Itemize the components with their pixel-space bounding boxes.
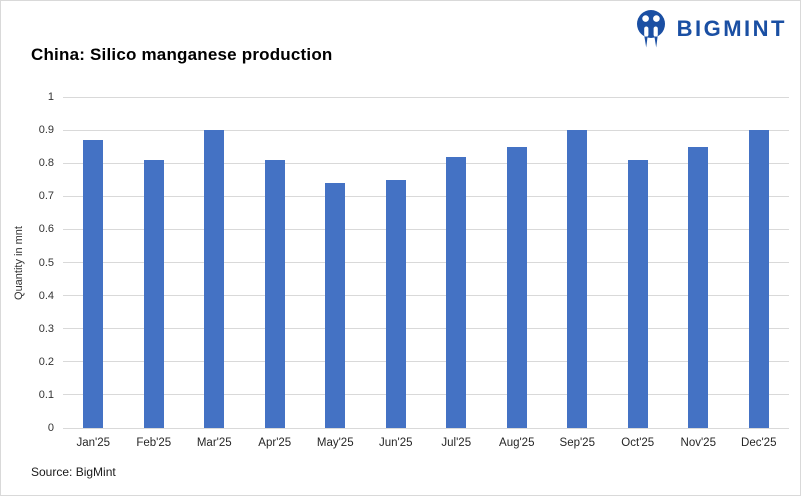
y-tick-label: 0.1 <box>38 388 54 401</box>
y-axis-title: Quantity in mnt <box>13 225 25 300</box>
gridline <box>63 129 789 131</box>
x-tick-label: Aug'25 <box>499 437 535 449</box>
x-tick-label: Jul'25 <box>441 437 472 449</box>
gridline <box>63 96 789 98</box>
x-tick-label: Jun'25 <box>378 437 413 449</box>
gridline <box>63 328 789 330</box>
chart-bar-Mar'25 <box>204 130 225 428</box>
chart-bar-Apr'25 <box>264 159 285 428</box>
x-tick-label: Jan'25 <box>76 437 111 449</box>
gridline <box>63 162 789 164</box>
source-note: Source: BigMint <box>31 465 116 479</box>
y-tick-label: 0.6 <box>38 223 54 236</box>
x-tick-label: Feb'25 <box>136 437 172 449</box>
gridline <box>63 195 789 197</box>
x-tick-label: Nov'25 <box>680 437 716 449</box>
chart-bar-May'25 <box>325 183 346 428</box>
y-tick-label: 0.4 <box>38 289 54 302</box>
chart-bar-Aug'25 <box>506 146 527 428</box>
chart-title: China: Silico manganese production <box>31 45 333 64</box>
chart-bar-Oct'25 <box>627 159 648 428</box>
y-tick-label: 0.3 <box>38 322 54 335</box>
y-tick-label: 0.9 <box>38 124 54 137</box>
bigmint-logo-text: BIGMINT <box>676 16 787 41</box>
x-tick-label: Oct'25 <box>621 437 655 449</box>
x-tick-label: Sep'25 <box>559 437 595 449</box>
chart-bar-Feb'25 <box>143 159 164 428</box>
y-tick-label: 1 <box>47 91 54 103</box>
y-tick-label: 0 <box>47 422 54 434</box>
x-tick-label: Apr'25 <box>258 437 292 449</box>
y-tick-label: 0.5 <box>38 256 54 269</box>
chart-bar-Jan'25 <box>83 140 104 428</box>
gridline <box>63 394 789 396</box>
chart-bar-Sep'25 <box>567 130 588 428</box>
bigmint-logo: BIGMINT <box>634 9 787 49</box>
y-tick-label: 0.2 <box>38 355 54 368</box>
gridline <box>63 228 789 230</box>
x-tick-label: Dec'25 <box>741 437 777 449</box>
chart-bar-Nov'25 <box>688 146 709 428</box>
chart-bar-Jul'25 <box>446 156 467 428</box>
chart-bar-Jun'25 <box>385 179 406 428</box>
gridline <box>63 262 789 263</box>
chart-bar-Dec'25 <box>748 130 769 428</box>
x-tick-label: May'25 <box>316 437 354 449</box>
y-tick-label: 0.7 <box>38 190 54 203</box>
y-tick-label: 0.8 <box>38 157 54 170</box>
gridline <box>63 361 789 363</box>
x-tick-label: Mar'25 <box>196 437 232 449</box>
gridline <box>63 295 789 297</box>
bigmint-logo-icon <box>634 9 668 49</box>
gridline <box>63 427 789 429</box>
plot-area: 0 0.1 0.2 0.3 0.4 0.5 0.6 0.7 0.8 0.9 1 Jan'25 Feb'2… <box>39 91 789 449</box>
